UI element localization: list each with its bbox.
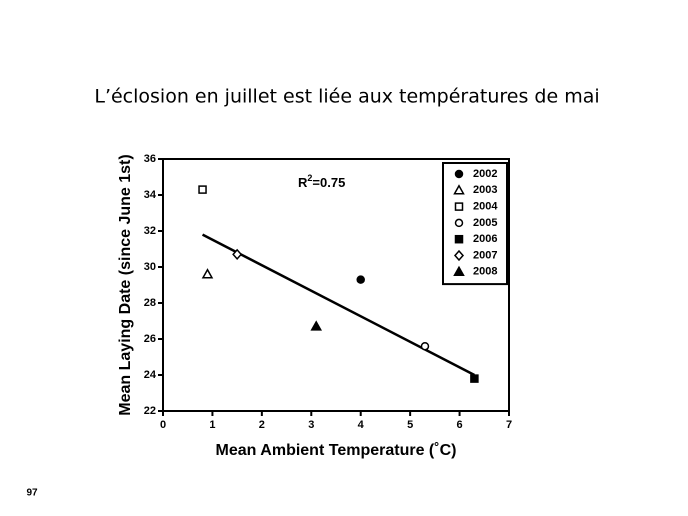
y-tick-label: 24	[144, 369, 157, 381]
data-point	[420, 341, 430, 351]
x-tick-label: 2	[259, 419, 265, 431]
data-point	[310, 320, 323, 331]
y-tick-label: 28	[144, 297, 156, 309]
annotation: R2=0.75	[298, 173, 345, 190]
y-tick-label: 32	[144, 225, 156, 237]
legend-marker	[453, 265, 465, 277]
legend-marker	[453, 249, 465, 262]
plot-frame	[162, 158, 510, 412]
y-tick-label: 30	[144, 261, 156, 273]
legend-marker	[453, 184, 465, 195]
x-tick-label: 0	[160, 419, 166, 431]
data-point	[232, 248, 243, 261]
legend-label: 2005	[473, 217, 497, 229]
legend-marker	[454, 218, 464, 228]
legend-label: 2008	[473, 266, 497, 278]
y-tick-label: 36	[144, 153, 156, 165]
data-point	[470, 374, 479, 383]
data-point	[356, 275, 365, 284]
slide-title: L’éclosion en juillet est liée aux tempé…	[94, 86, 599, 108]
page-number: 97	[26, 488, 38, 499]
legend-marker	[454, 202, 464, 211]
fit-line	[201, 233, 475, 377]
legend-marker	[454, 234, 464, 244]
x-tick-label: 7	[506, 419, 512, 431]
legend-label: 2006	[473, 233, 497, 245]
legend-label: 2007	[473, 249, 497, 261]
x-axis-title: Mean Ambient Temperature (˚C)	[216, 442, 457, 459]
data-point	[198, 185, 207, 194]
y-tick-label: 34	[144, 189, 157, 201]
x-tick-label: 5	[407, 419, 413, 431]
x-tick-label: 3	[308, 419, 314, 431]
legend-label: 2004	[473, 201, 498, 213]
legend-label: 2002	[473, 168, 497, 180]
legend-box	[442, 162, 508, 286]
legend-label: 2003	[473, 184, 497, 196]
y-axis-title: Mean Laying Date (since June 1st)	[117, 154, 134, 415]
y-tick-label: 26	[144, 333, 156, 345]
y-tick-label: 22	[144, 405, 156, 417]
x-tick-label: 1	[209, 419, 215, 431]
x-tick-label: 6	[457, 419, 463, 431]
data-point	[201, 268, 214, 279]
x-tick-label: 4	[358, 419, 365, 431]
legend-marker	[454, 169, 464, 179]
